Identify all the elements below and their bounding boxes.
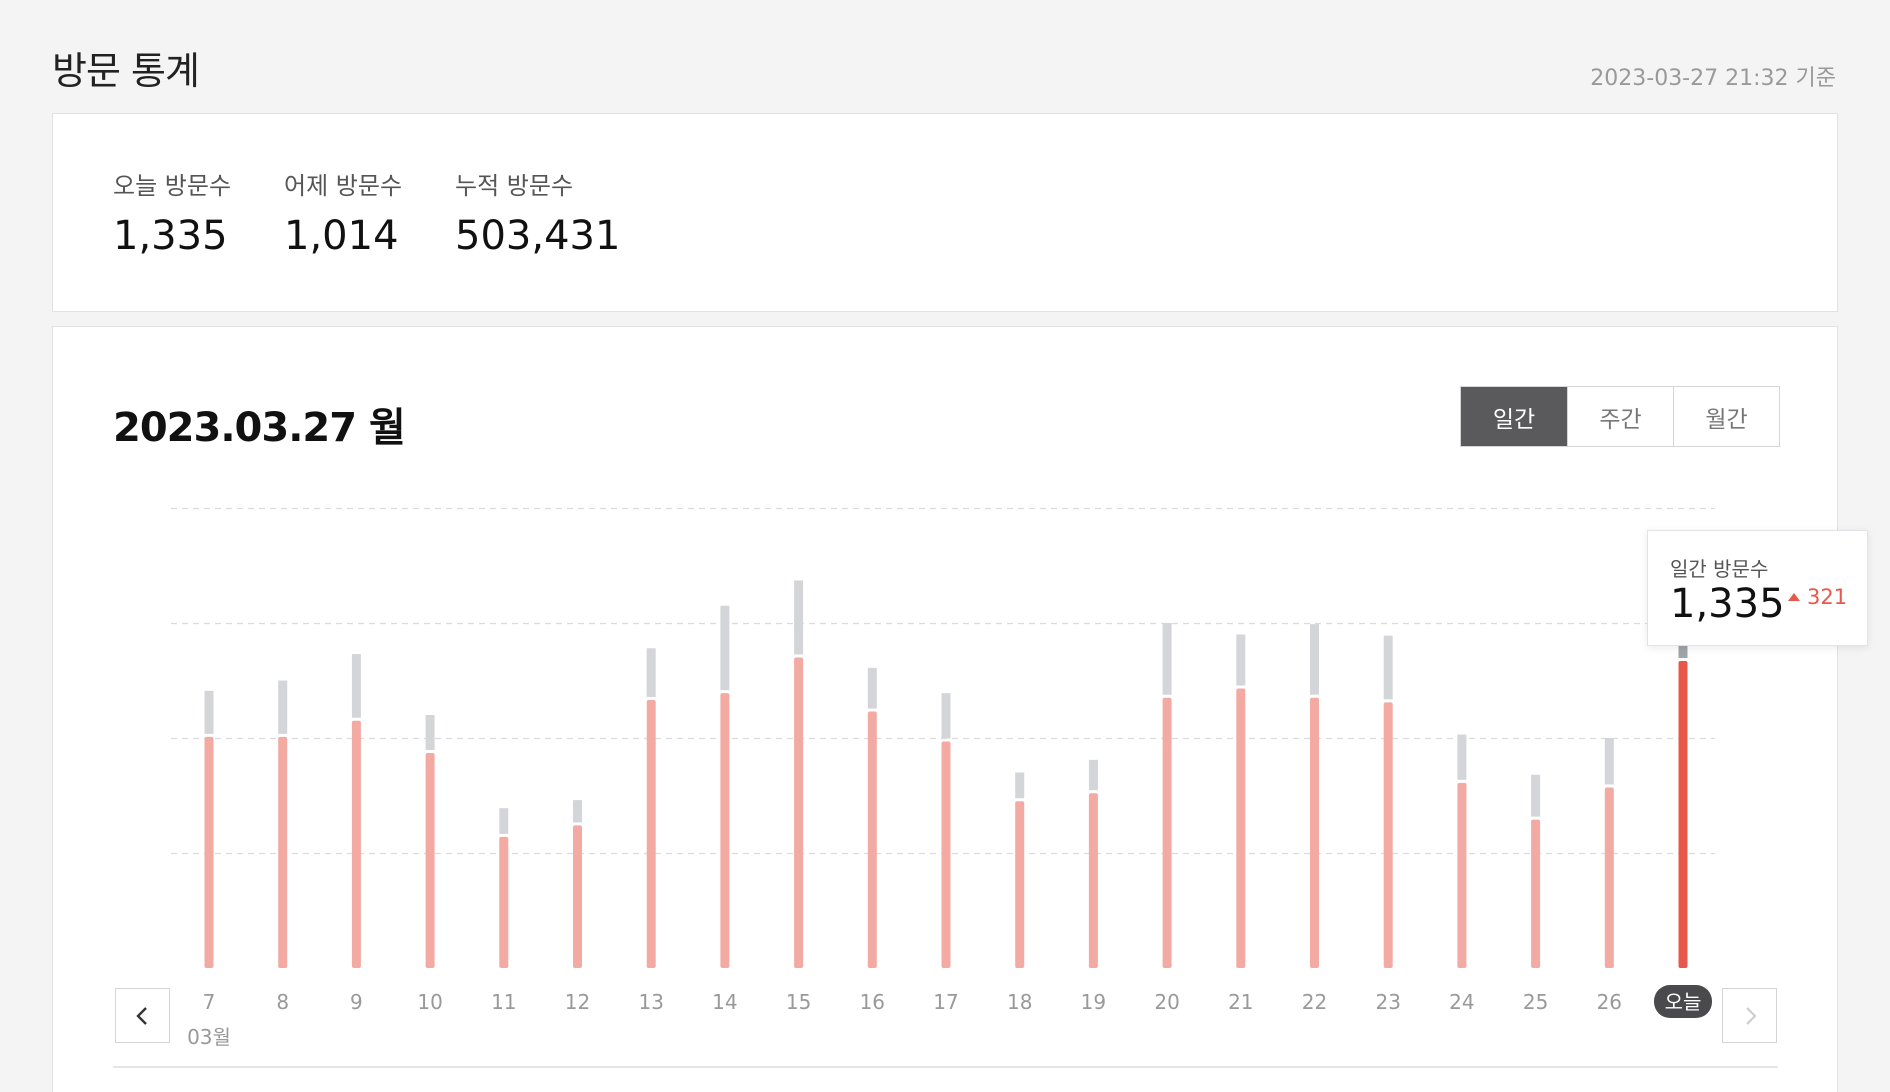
bar-prev-segment <box>499 808 509 834</box>
bar-prev-segment <box>351 654 361 718</box>
stat-today: 오늘 방문수 1,335 <box>113 166 231 259</box>
chart-card: 2023.03.27 월 일간 주간 월간 7 8 9 10 11 12 13 14 15 16 1… <box>52 326 1868 1092</box>
today-pill <box>1654 985 1712 1018</box>
x-tick-label: 10 <box>417 990 442 1014</box>
bar-prev-segment <box>425 715 435 750</box>
bar-prev-segment <box>941 693 951 739</box>
bar-prev-segment <box>1236 634 1246 686</box>
x-tick-label: 15 <box>786 990 811 1014</box>
last-updated-timestamp: 2023-03-27 21:32 기준 <box>1590 66 1836 91</box>
bar-prev-segment <box>867 667 877 709</box>
stat-total-label: 누적 방문수 <box>455 172 574 200</box>
bar-prev-segment <box>278 680 288 734</box>
bar[interactable] <box>1310 697 1319 968</box>
chart-date-title: 2023.03.27 월 <box>113 405 406 451</box>
chevron-left-icon <box>135 1006 147 1025</box>
stat-yesterday-value: 1,014 <box>284 213 399 259</box>
tooltip-value: 1,335 <box>1670 581 1785 627</box>
tab-daily[interactable]: 일간 <box>1461 387 1567 446</box>
bar[interactable] <box>351 720 361 968</box>
bar[interactable] <box>425 752 435 968</box>
bar[interactable] <box>867 711 877 968</box>
page-title: 방문 통계 <box>52 49 200 93</box>
bar-prev-segment <box>794 580 804 655</box>
bar-prev-segment <box>646 648 656 698</box>
bar[interactable] <box>1383 702 1393 968</box>
stat-today-value: 1,335 <box>113 213 228 259</box>
x-tick-label: 23 <box>1375 990 1400 1014</box>
bar[interactable] <box>1015 801 1025 968</box>
bar-prev-segment <box>1162 623 1172 695</box>
x-tick-label: 22 <box>1302 990 1327 1014</box>
x-tick-label-today: 오늘 <box>1665 990 1702 1014</box>
month-label: 03월 <box>187 1025 231 1049</box>
tab-weekly[interactable]: 주간 <box>1567 387 1673 446</box>
x-tick-label: 17 <box>933 990 958 1014</box>
x-tick-label: 14 <box>712 990 737 1014</box>
x-tick-label: 8 <box>276 990 289 1014</box>
bar-prev-segment <box>720 605 730 691</box>
bar[interactable] <box>1162 697 1172 968</box>
bar-prev-segment <box>1310 624 1319 695</box>
bar[interactable] <box>941 741 951 968</box>
x-tick-label: 24 <box>1449 990 1474 1014</box>
bar[interactable] <box>646 700 656 968</box>
prev-period-button[interactable] <box>115 988 170 1043</box>
tooltip-delta-value: 321 <box>1807 585 1848 609</box>
bar-prev-segment <box>1531 774 1541 817</box>
chart-tooltip: 일간 방문수 1,335 321 <box>1647 530 1868 646</box>
stat-total: 누적 방문수 503,431 <box>455 166 620 259</box>
x-tick-label: 7 <box>203 990 216 1014</box>
stat-yesterday-label: 어제 방문수 <box>284 172 403 200</box>
stat-today-label: 오늘 방문수 <box>113 172 232 200</box>
tooltip-delta: 321 <box>1788 585 1847 609</box>
stat-total-value: 503,431 <box>455 213 621 259</box>
summary-card: 오늘 방문수 1,335 어제 방문수 1,014 누적 방문수 503,431 <box>52 113 1838 312</box>
tab-monthly[interactable]: 월간 <box>1673 387 1779 446</box>
x-tick-label: 20 <box>1154 990 1179 1014</box>
bar[interactable] <box>1236 688 1246 968</box>
bar[interactable] <box>1457 782 1467 968</box>
bar[interactable] <box>499 836 509 968</box>
period-tabs: 일간 주간 월간 <box>1460 386 1780 447</box>
next-period-button[interactable] <box>1722 988 1777 1043</box>
tooltip-label: 일간 방문수 <box>1670 557 1769 581</box>
bar-prev-segment <box>1383 635 1393 700</box>
bar-prev-segment <box>1015 772 1025 799</box>
bar[interactable] <box>720 693 730 968</box>
bar-prev-segment <box>573 800 582 823</box>
x-tick-label: 13 <box>638 990 663 1014</box>
stat-yesterday: 어제 방문수 1,014 <box>284 166 402 259</box>
visits-bar-chart: 7 8 9 10 11 12 13 14 15 16 17 18 19 20 21 22 23 24 25 26 오늘 0… <box>171 507 1715 1049</box>
x-tick-label: 25 <box>1523 990 1548 1014</box>
bar[interactable] <box>278 736 288 968</box>
bar-prev-segment <box>1457 734 1467 780</box>
x-tick-label: 12 <box>565 990 590 1014</box>
bar-prev-segment <box>204 690 214 734</box>
bar[interactable] <box>1531 819 1541 968</box>
bar[interactable] <box>1604 787 1614 968</box>
x-tick-label: 19 <box>1081 990 1106 1014</box>
chart-bottom-divider <box>113 1066 1778 1068</box>
bar-today[interactable] <box>1678 660 1688 968</box>
bar-prev-segment <box>1088 759 1098 791</box>
x-tick-label: 16 <box>860 990 885 1014</box>
x-tick-label: 11 <box>491 990 516 1014</box>
bar[interactable] <box>1088 793 1098 968</box>
x-tick-label: 18 <box>1007 990 1032 1014</box>
bar[interactable] <box>794 657 804 969</box>
triangle-up-icon <box>1788 593 1800 601</box>
bar[interactable] <box>573 825 582 968</box>
x-tick-label: 26 <box>1597 990 1622 1014</box>
x-tick-label: 21 <box>1228 990 1253 1014</box>
chevron-right-icon <box>1745 1006 1756 1025</box>
bar[interactable] <box>204 736 214 968</box>
x-tick-label: 9 <box>350 990 363 1014</box>
bar-prev-segment <box>1604 738 1614 785</box>
